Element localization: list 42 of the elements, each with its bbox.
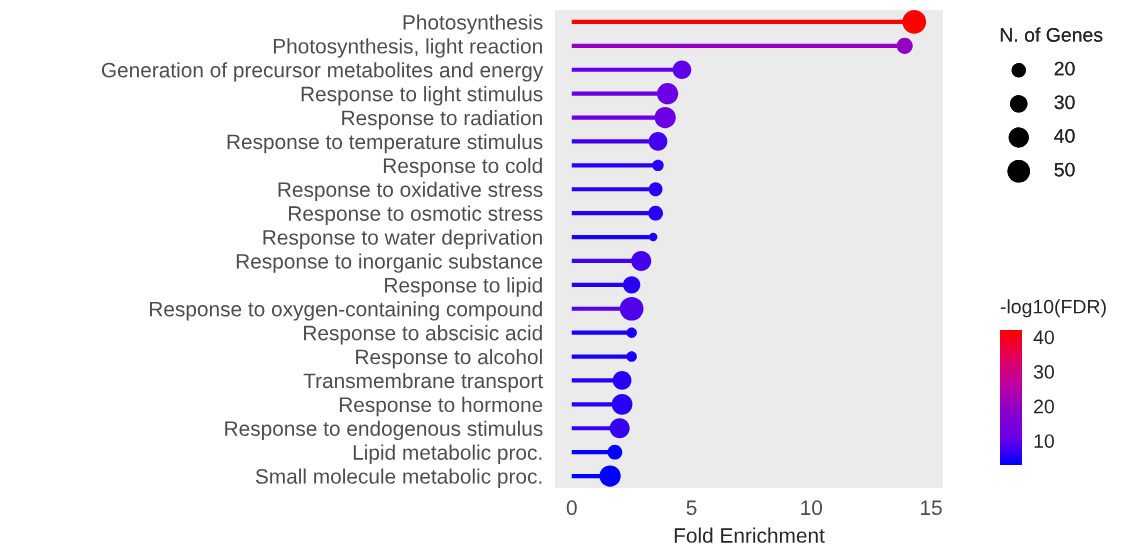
y-tick-label: Response to water deprivation [263, 229, 542, 249]
legend-title: N. of Genes [1000, 27, 1103, 42]
x-tick-label: 15 [921, 500, 942, 516]
y-tick-label: Response to endogenous stimulus [225, 420, 543, 441]
y-tick-label: Response to radiation [342, 110, 542, 130]
y-tick-label: Response to inorganic substance [236, 253, 543, 273]
y-tick-label: Photosynthesis, light reaction [273, 38, 542, 58]
color-bar-label: 40 [1033, 330, 1054, 345]
y-tick-label: Lipid metabolic proc. [353, 444, 542, 465]
y-tick-label: Photosynthesis [403, 14, 543, 34]
y-tick-label: Response to abscisic acid [304, 325, 542, 345]
color-bar-label: 20 [1034, 399, 1054, 414]
point [612, 371, 632, 390]
y-tick-label: Small molecule metabolic proc. [255, 468, 542, 488]
y-tick-label: Response to alcohol [356, 349, 542, 369]
point [609, 418, 630, 439]
legend-label: 20 [1054, 61, 1075, 76]
y-tick-label: Response to cold [383, 157, 542, 178]
y-tick-label: Generation of precursor metabolites and energy [101, 62, 544, 82]
y-tick-label: Response to light stimulus [301, 86, 543, 106]
legend-label: 30 [1054, 95, 1075, 110]
color-bar-title: -log10(FDR) [1000, 299, 1106, 318]
y-tick-label: Response to lipid [385, 277, 542, 297]
y-tick-label: Response to temperature stimulus [227, 133, 543, 154]
point [648, 132, 668, 151]
x-axis-title: Fold Enrichment [674, 527, 825, 543]
x-tick-label: 5 [686, 500, 697, 516]
legend-label: 50 [1054, 162, 1075, 177]
y-tick-label: Transmembrane transport [303, 372, 544, 393]
color-bar-label: 30 [1033, 365, 1054, 379]
y-tick-label: Response to oxygen-containing compound [149, 301, 542, 321]
legend-label: 40 [1054, 129, 1075, 143]
x-tick-label: 0 [566, 500, 577, 516]
color-bar-label: 10 [1034, 434, 1054, 449]
y-tick-label: Response to osmotic stress [289, 205, 543, 226]
point [896, 37, 913, 54]
y-tick-label: Response to oxidative stress [278, 181, 543, 202]
x-tick-label: 10 [801, 500, 823, 516]
point [631, 250, 652, 271]
y-tick-label: Response to hormone [339, 396, 543, 417]
point [622, 276, 641, 294]
point [672, 60, 692, 80]
